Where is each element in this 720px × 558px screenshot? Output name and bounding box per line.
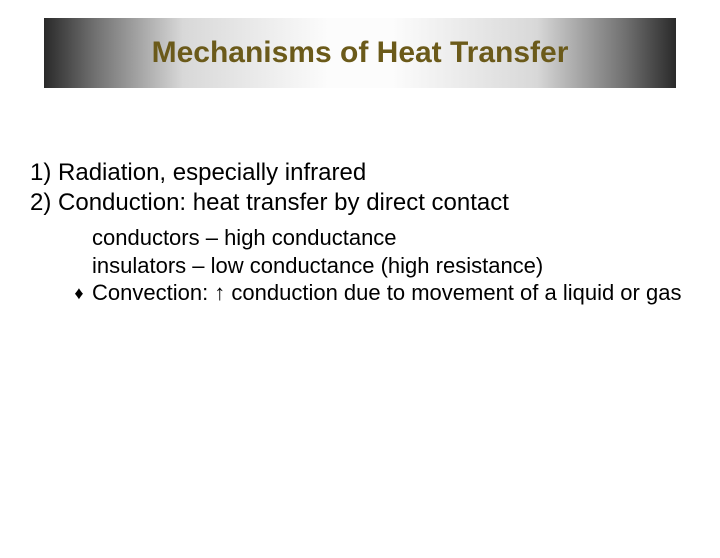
sub-item-insulators: insulators – low conductance (high resis… [92,252,690,280]
title-banner: Mechanisms of Heat Transfer [44,18,676,88]
diamond-bullet-icon: ♦ [72,283,86,304]
sub-list: conductors – high conductance insulators… [92,224,690,307]
sub-item-conductors: conductors – high conductance [92,224,690,252]
content-area: 1) Radiation, especially infrared 2) Con… [30,158,690,307]
slide-title: Mechanisms of Heat Transfer [152,36,569,70]
sub-item-convection-text: Convection: ↑ conduction due to movement… [92,279,681,307]
list-item-1: 1) Radiation, especially infrared [30,158,690,188]
sub-item-convection: ♦ Convection: ↑ conduction due to moveme… [72,279,690,307]
list-item-2: 2) Conduction: heat transfer by direct c… [30,188,690,218]
